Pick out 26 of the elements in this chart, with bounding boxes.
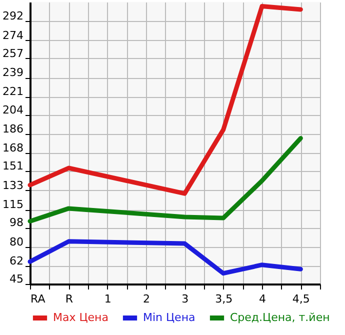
y-tick-label: 204 <box>2 103 24 116</box>
x-tick-label: 1 <box>104 292 112 306</box>
y-tick-label: 239 <box>2 66 24 80</box>
y-tick-label: 45 <box>10 272 24 286</box>
legend-label: Max Цена <box>53 311 108 324</box>
legend-label: Min Цена <box>143 311 196 324</box>
legend-label: Сред.Цена, т.йен <box>230 311 330 324</box>
y-tick-label: 221 <box>2 85 24 98</box>
y-tick-label: 151 <box>2 160 24 173</box>
x-tick-label: 2 <box>143 292 150 306</box>
y-tick-label: 168 <box>2 142 24 155</box>
y-tick-label: 80 <box>10 235 24 248</box>
y-tick-label: 98 <box>10 216 24 230</box>
x-tick-label: 4 <box>259 292 266 306</box>
y-tick-label: 274 <box>2 28 24 42</box>
y-tick-label: 292 <box>2 10 24 23</box>
x-tick-label: 3 <box>182 292 189 306</box>
y-tick-label: 62 <box>10 254 24 268</box>
y-tick-label: 186 <box>2 122 24 136</box>
x-tick-label: 3,5 <box>215 292 233 306</box>
x-tick-label: RA <box>30 292 46 306</box>
x-tick-label: 4,5 <box>292 292 310 306</box>
y-tick-label: 257 <box>2 46 24 60</box>
y-tick-label: 115 <box>2 198 24 212</box>
y-tick-label: 133 <box>2 178 24 192</box>
x-tick-label: R <box>65 292 74 306</box>
